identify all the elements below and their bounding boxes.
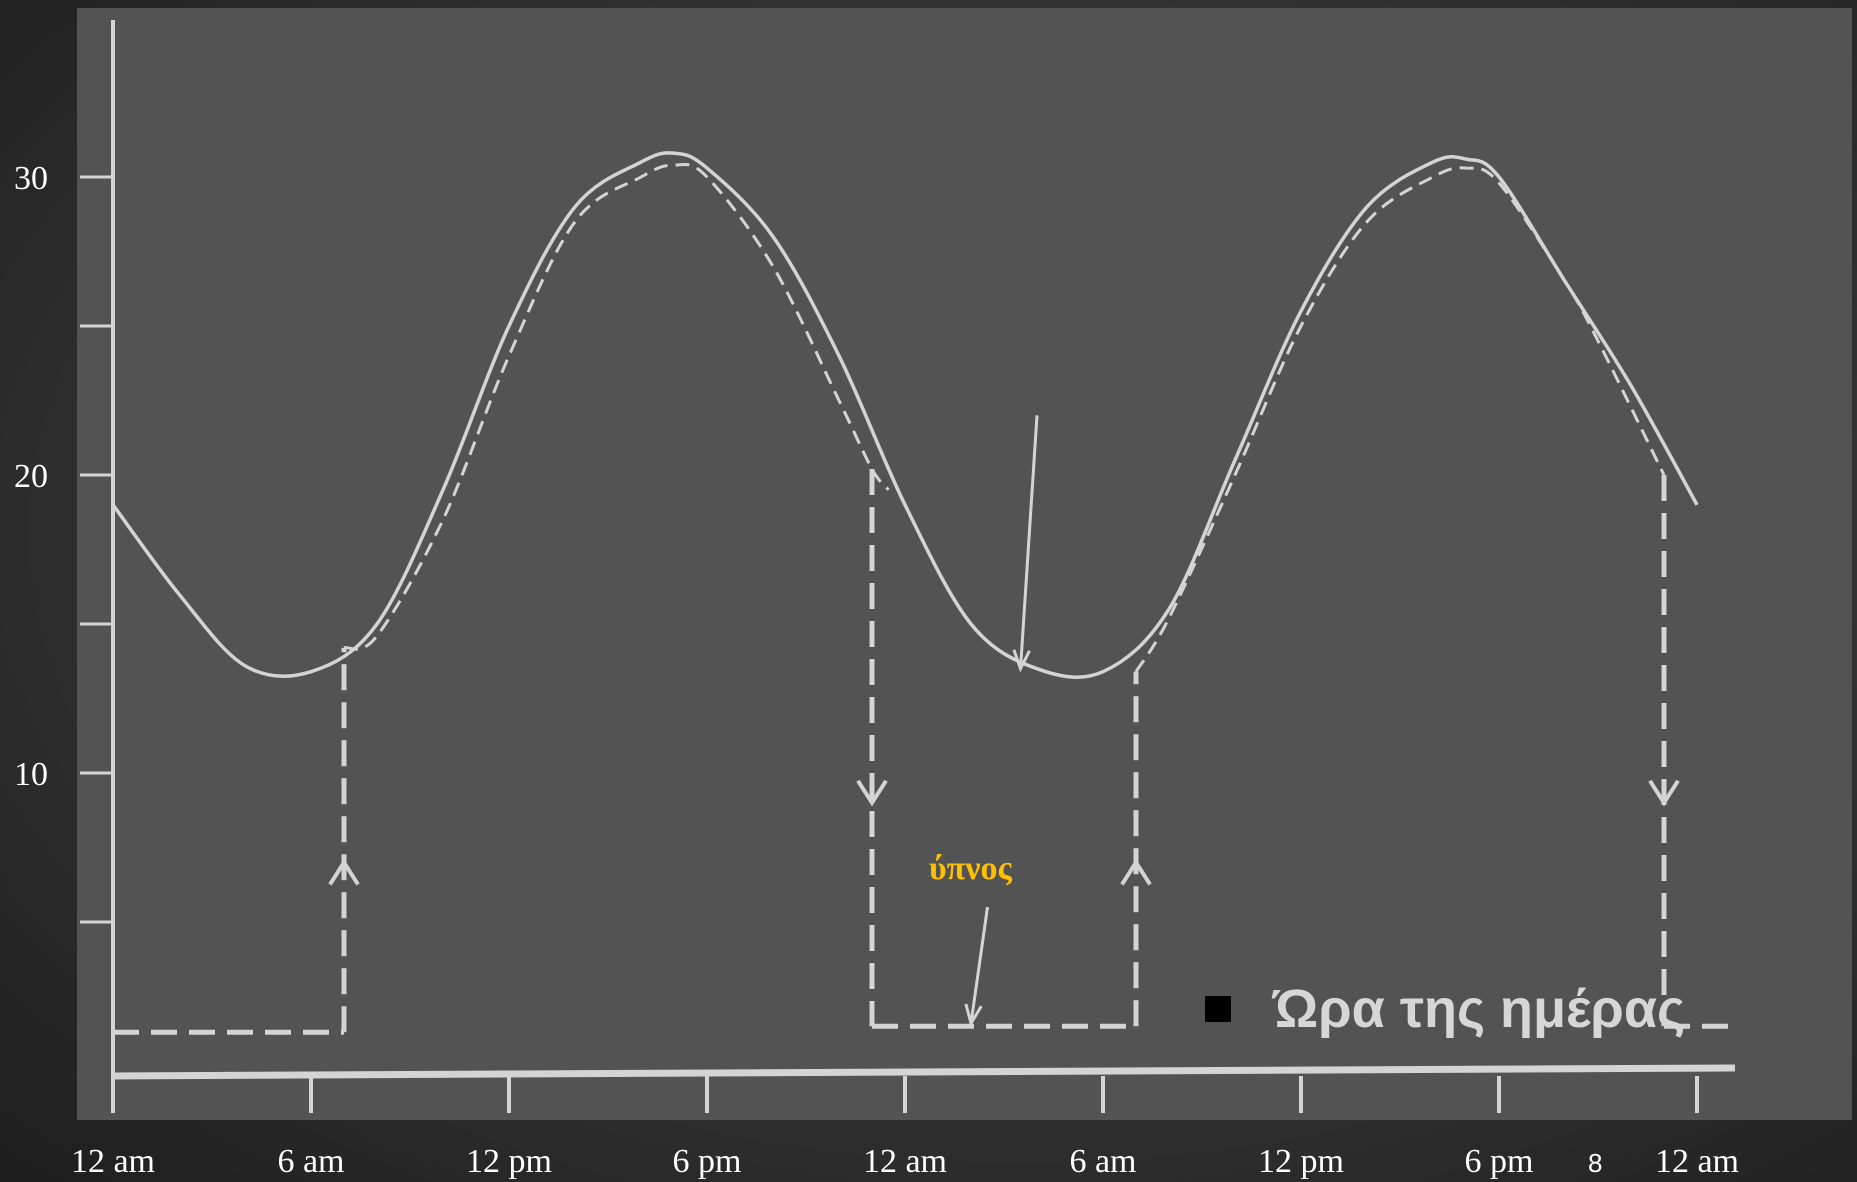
plot-panel [77, 8, 1852, 1120]
y-tick-labels: 10 20 30 [14, 160, 48, 793]
x-tick-label-0: 12 am [71, 1143, 155, 1180]
x-tick-label-1: 6 am [277, 1143, 344, 1180]
step-arrowhead-2 [1120, 858, 1152, 886]
sleep-label: ύπνος [929, 850, 1012, 887]
x-axis-line [112, 1064, 1736, 1080]
x-tick-label-3: 6 pm [673, 1143, 742, 1180]
y-tick-label-20: 20 [14, 458, 48, 495]
sleep-wake-steps [113, 469, 1730, 1035]
series-solid-line [111, 151, 1699, 679]
min-arrow-shaft [1019, 415, 1039, 669]
sleep-arrow-shaft [969, 906, 989, 1024]
axes [80, 20, 1736, 1113]
legend: Ώρα της ημέρας [1205, 978, 1685, 1040]
series-dashed-line [343, 162, 890, 651]
step-arrowhead-0 [328, 858, 360, 886]
step-arrowhead-1 [856, 779, 888, 807]
legend-label: Ώρα της ημέρας [1273, 979, 1686, 1039]
legend-bullet [1205, 996, 1231, 1022]
annotations [964, 415, 1039, 1028]
x-tick-labels: 12 am 6 am 12 pm 6 pm 12 am 6 am 12 pm 6 pm 12 a… [71, 1143, 1739, 1180]
series-dashed-line-2 [1134, 166, 1666, 673]
series-layer [111, 151, 1699, 679]
x-tick-label-5: 6 am [1069, 1143, 1136, 1180]
x-tick-label-7: 6 pm [1465, 1143, 1534, 1180]
x-tick-label-8: 12 am [1655, 1143, 1739, 1180]
min-arrow-head [1012, 649, 1031, 673]
x-tick-label-4: 12 am [863, 1143, 947, 1180]
y-tick-label-10: 10 [14, 756, 48, 793]
y-tick-label-30: 30 [14, 160, 48, 197]
step-arrowhead-3 [1648, 779, 1680, 807]
x-tick-label-2: 12 pm [466, 1143, 552, 1180]
x-tick-label-6: 12 pm [1258, 1143, 1344, 1180]
page-number: 8 [1588, 1148, 1602, 1178]
sleep-arrow-head [964, 1003, 983, 1028]
